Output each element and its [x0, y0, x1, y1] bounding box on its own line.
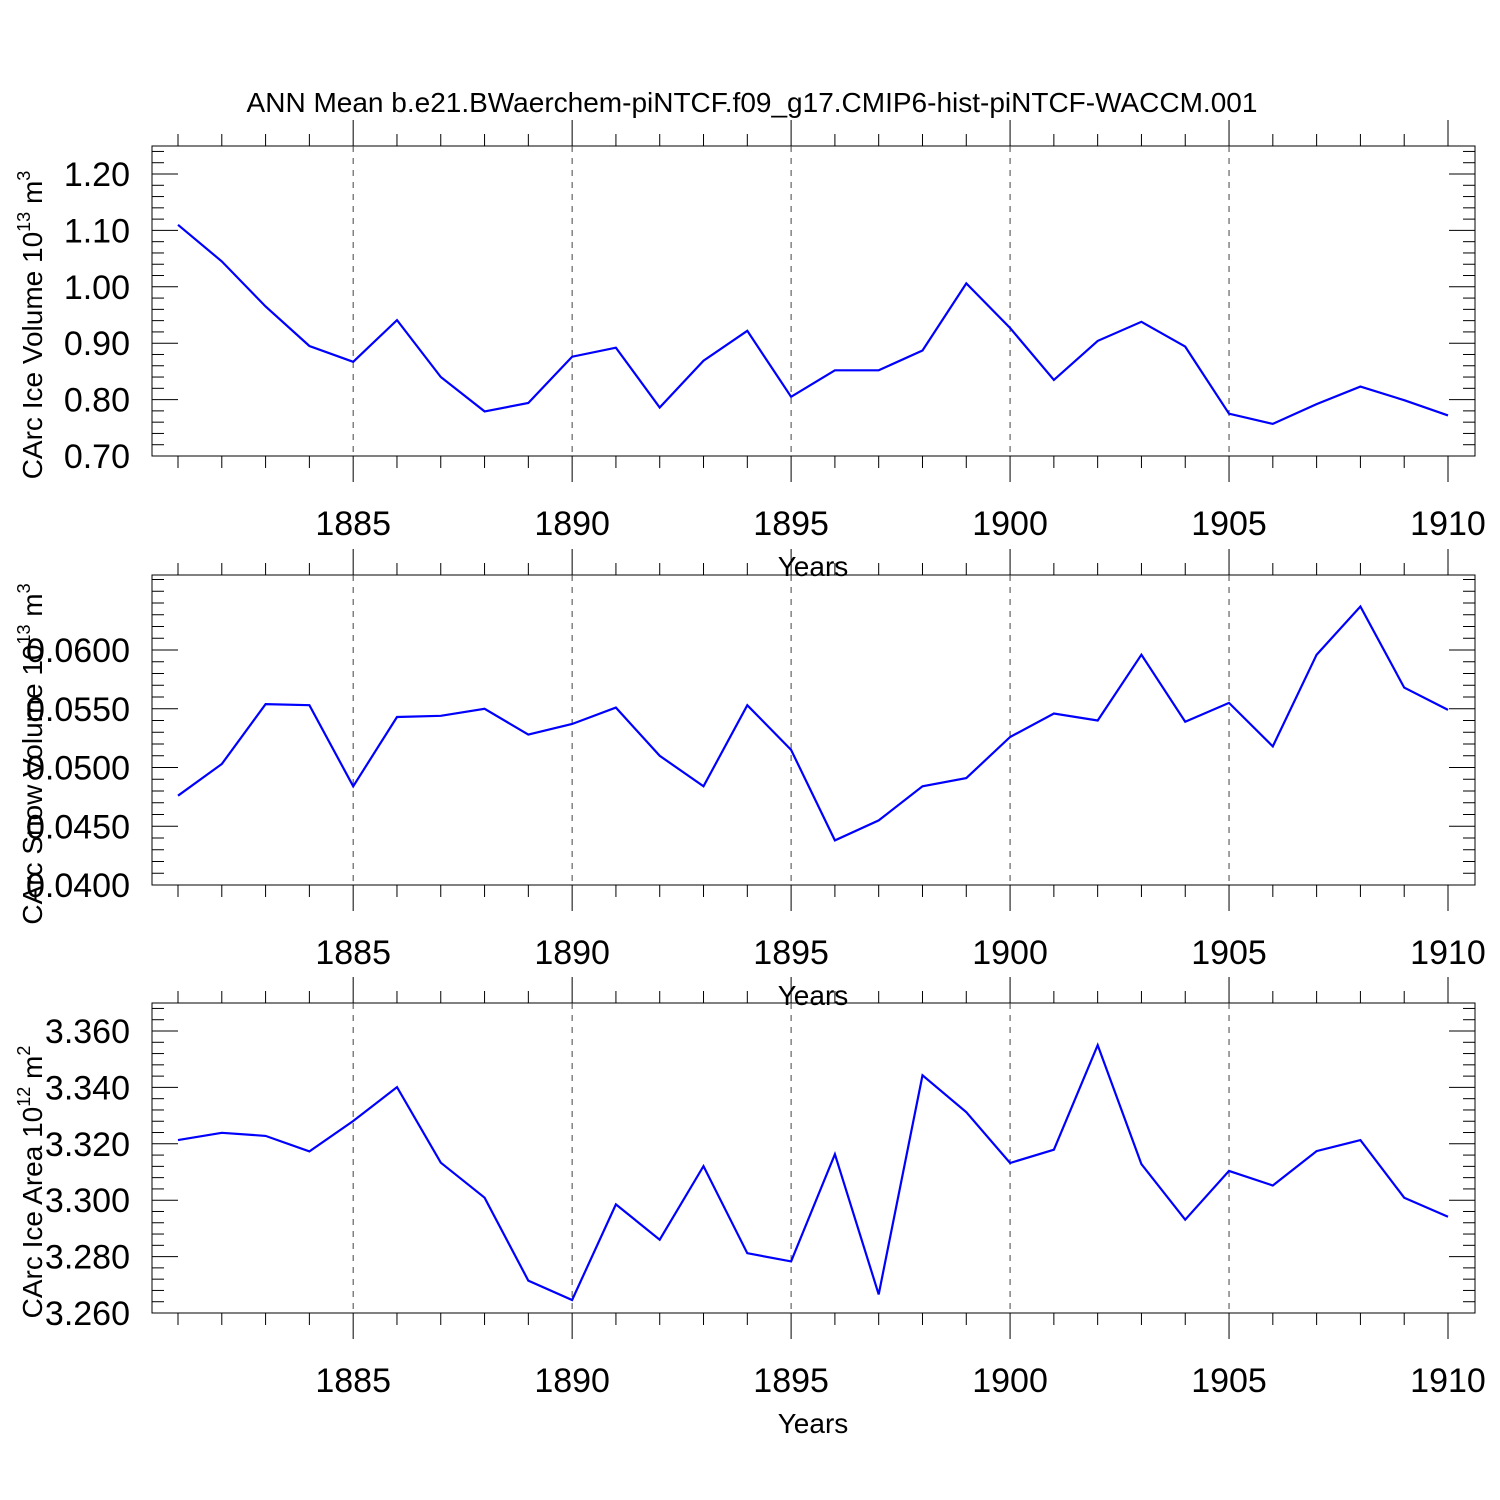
chart-panel-2: 1885 1890 1895 1900 1905 1910 Years 0.0400 0.045…: [14, 549, 1486, 1011]
y-axis-label: CArc Ice Volume 1013 m3: [14, 171, 48, 480]
y-axis-label-text: CArc Ice Volume 10: [17, 232, 48, 479]
y-axis-label-unit-exponent: 3: [14, 171, 34, 181]
y-axis-label: CArc Ice Area 1012 m2: [14, 1046, 48, 1319]
x-tick-label: 1910: [1410, 934, 1486, 972]
y-tick-label: 3.320: [45, 1126, 130, 1164]
y-tick-label: 0.90: [64, 325, 130, 363]
x-tick-label: 1895: [753, 934, 829, 972]
data-series-line: [177, 223, 1449, 426]
y-axis-label-text: CArc Snow Volume 10: [17, 645, 48, 925]
x-tick-label: 1900: [972, 934, 1048, 972]
y-tick-label: 0.80: [64, 382, 130, 420]
plot-frame: [151, 574, 1476, 886]
y-tick-label: 0.0600: [26, 632, 130, 670]
plot-frame: [151, 1002, 1476, 1314]
y-tick-label: 3.260: [45, 1295, 130, 1333]
chart-panel-3: 1885 1890 1895 1900 1905 1910 Years 3.260 3.280 3…: [14, 977, 1486, 1439]
x-tick-label: 1895: [753, 1362, 829, 1400]
y-axis-label-unit-exponent: 2: [14, 1046, 34, 1056]
y-tick-label: 0.0450: [26, 808, 130, 846]
x-tick-label: 1900: [972, 1362, 1048, 1400]
panels: 1885 1890 1895 1900 1905 1910 Years 0.70 0.80 0.9…: [14, 120, 1486, 1439]
x-tick-label: 1885: [315, 1362, 391, 1400]
plot-frame: [151, 145, 1476, 457]
x-axis-label: Years: [778, 551, 849, 582]
y-axis-label-unit: m: [17, 181, 48, 212]
x-tick-label: 1890: [534, 1362, 610, 1400]
x-axis-label: Years: [778, 1408, 849, 1439]
y-tick-label: 1.00: [64, 269, 130, 307]
x-tick-label: 1895: [753, 505, 829, 543]
y-tick-label: 0.70: [64, 438, 130, 476]
y-tick-label: 3.360: [45, 1013, 130, 1051]
x-tick-label: 1905: [1191, 505, 1267, 543]
y-tick-label: 1.10: [64, 212, 130, 250]
x-tick-label: 1905: [1191, 934, 1267, 972]
y-axis-label-unit: m: [17, 593, 48, 624]
y-tick-label: 1.20: [64, 156, 130, 194]
y-tick-label: 3.340: [45, 1069, 130, 1107]
x-tick-label: 1905: [1191, 1362, 1267, 1400]
y-axis-label-unit-exponent: 3: [14, 583, 34, 593]
y-tick-label: 0.0500: [26, 750, 130, 788]
chart-panel-1: 1885 1890 1895 1900 1905 1910 Years 0.70 0.80 0.9…: [14, 120, 1486, 582]
y-tick-label: 0.0550: [26, 691, 130, 729]
x-tick-label: 1910: [1410, 505, 1486, 543]
x-tick-label: 1900: [972, 505, 1048, 543]
x-tick-label: 1885: [315, 934, 391, 972]
y-axis-label-exponent: 13: [14, 212, 34, 232]
y-axis-label-exponent: 13: [14, 624, 34, 644]
data-series-line: [177, 1042, 1449, 1302]
y-axis-label: CArc Snow Volume 1013 m3: [14, 583, 48, 924]
figure-title: ANN Mean b.e21.BWaerchem-piNTCF.f09_g17.…: [247, 87, 1258, 118]
y-tick-label: 0.0400: [26, 867, 130, 905]
x-tick-label: 1885: [315, 505, 391, 543]
y-axis-label-text: CArc Ice Area 10: [17, 1107, 48, 1319]
y-tick-label: 3.280: [45, 1239, 130, 1277]
x-tick-label: 1890: [534, 505, 610, 543]
data-series-line: [177, 604, 1449, 842]
y-tick-label: 3.300: [45, 1182, 130, 1220]
x-axis-label: Years: [778, 980, 849, 1011]
x-tick-label: 1910: [1410, 1362, 1486, 1400]
y-axis-label-exponent: 12: [14, 1087, 34, 1107]
y-axis-label-unit: m: [17, 1056, 48, 1087]
x-tick-label: 1890: [534, 934, 610, 972]
